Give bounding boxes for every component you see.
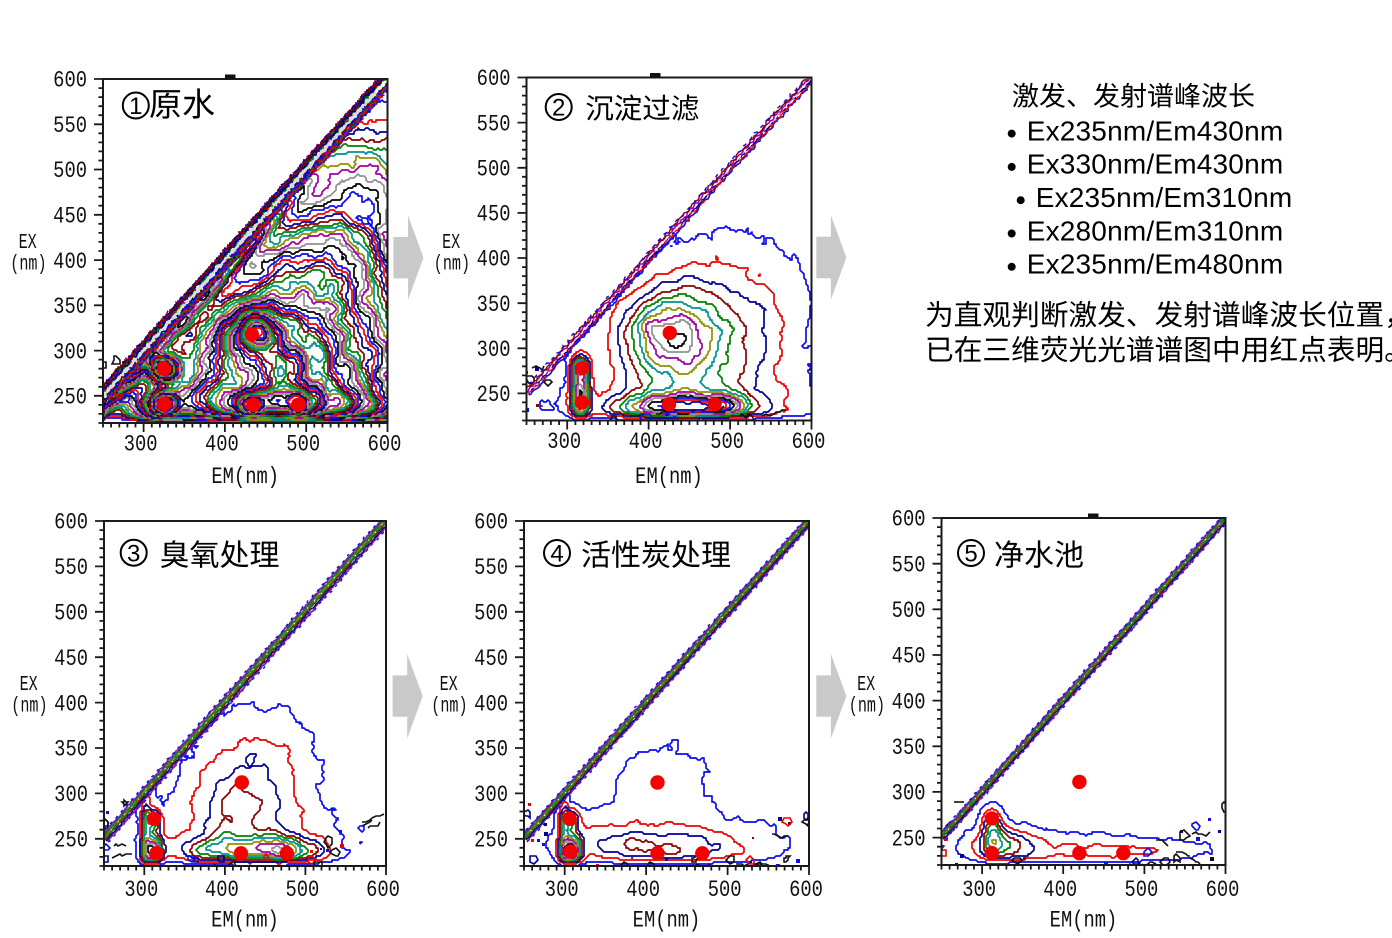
svg-text:400: 400 bbox=[626, 877, 660, 904]
svg-text:(nm): (nm) bbox=[431, 695, 467, 718]
svg-text:300: 300 bbox=[547, 429, 581, 456]
svg-text:500: 500 bbox=[708, 877, 742, 904]
svg-text:300: 300 bbox=[545, 877, 579, 904]
svg-text:450: 450 bbox=[474, 646, 508, 673]
svg-text:400: 400 bbox=[53, 249, 87, 276]
svg-text:600: 600 bbox=[477, 66, 511, 93]
svg-text:400: 400 bbox=[205, 432, 239, 459]
svg-text:1: 1 bbox=[129, 93, 142, 120]
svg-text:400: 400 bbox=[477, 247, 511, 274]
svg-text:EM(nm): EM(nm) bbox=[211, 908, 279, 935]
svg-text:250: 250 bbox=[892, 827, 926, 854]
svg-text:450: 450 bbox=[54, 646, 88, 673]
svg-text:4: 4 bbox=[550, 541, 563, 568]
svg-text:500: 500 bbox=[286, 432, 320, 459]
svg-text:EM(nm): EM(nm) bbox=[211, 464, 279, 491]
svg-text:(nm): (nm) bbox=[11, 695, 47, 718]
svg-text:550: 550 bbox=[477, 112, 511, 139]
svg-text:600: 600 bbox=[789, 877, 823, 904]
svg-text:400: 400 bbox=[205, 877, 239, 904]
svg-text:450: 450 bbox=[477, 202, 511, 229]
svg-text:300: 300 bbox=[124, 432, 158, 459]
svg-text:600: 600 bbox=[792, 429, 826, 456]
svg-text:(nm): (nm) bbox=[434, 253, 470, 276]
svg-text:600: 600 bbox=[53, 68, 87, 95]
svg-text:EX: EX bbox=[20, 674, 38, 697]
svg-text:600: 600 bbox=[368, 432, 402, 459]
svg-text:300: 300 bbox=[124, 877, 158, 904]
svg-text:(nm): (nm) bbox=[10, 253, 46, 276]
svg-text:EX: EX bbox=[440, 674, 458, 697]
svg-text:Ex235nm/Em310nm: Ex235nm/Em310nm bbox=[1036, 182, 1293, 213]
svg-text:250: 250 bbox=[53, 385, 87, 412]
svg-text:2: 2 bbox=[552, 95, 565, 122]
svg-text:EM(nm): EM(nm) bbox=[1050, 908, 1118, 935]
svg-text:300: 300 bbox=[477, 337, 511, 364]
svg-text:250: 250 bbox=[474, 828, 508, 855]
svg-text:300: 300 bbox=[474, 782, 508, 809]
svg-text:Ex235nm/Em480nm: Ex235nm/Em480nm bbox=[1027, 249, 1284, 280]
svg-text:EM(nm): EM(nm) bbox=[633, 908, 701, 935]
svg-text:250: 250 bbox=[477, 382, 511, 409]
svg-text:Ex280nm/Em310nm: Ex280nm/Em310nm bbox=[1027, 215, 1284, 246]
svg-text:400: 400 bbox=[1043, 877, 1077, 904]
svg-text:300: 300 bbox=[962, 877, 996, 904]
svg-text:400: 400 bbox=[892, 690, 926, 717]
svg-text:550: 550 bbox=[474, 555, 508, 582]
svg-text:300: 300 bbox=[54, 782, 88, 809]
svg-text:500: 500 bbox=[53, 158, 87, 185]
svg-text:450: 450 bbox=[892, 644, 926, 671]
svg-text:500: 500 bbox=[285, 877, 319, 904]
svg-text:350: 350 bbox=[474, 737, 508, 764]
svg-text:350: 350 bbox=[54, 737, 88, 764]
svg-text:550: 550 bbox=[53, 113, 87, 140]
svg-text:600: 600 bbox=[54, 510, 88, 537]
svg-text:500: 500 bbox=[54, 601, 88, 628]
svg-text:550: 550 bbox=[892, 553, 926, 580]
svg-text:Ex330nm/Em430nm: Ex330nm/Em430nm bbox=[1027, 149, 1284, 180]
svg-text:250: 250 bbox=[54, 828, 88, 855]
svg-text:5: 5 bbox=[964, 541, 977, 568]
svg-text:EX: EX bbox=[442, 232, 460, 255]
svg-text:400: 400 bbox=[629, 429, 663, 456]
svg-text:EM(nm): EM(nm) bbox=[635, 464, 703, 491]
svg-text:500: 500 bbox=[892, 598, 926, 625]
svg-text:400: 400 bbox=[54, 692, 88, 719]
svg-text:EX: EX bbox=[857, 674, 875, 697]
svg-text:350: 350 bbox=[477, 292, 511, 319]
svg-text:500: 500 bbox=[477, 157, 511, 184]
svg-text:600: 600 bbox=[474, 510, 508, 537]
svg-text:500: 500 bbox=[710, 429, 744, 456]
svg-text:600: 600 bbox=[366, 877, 400, 904]
svg-text:400: 400 bbox=[474, 692, 508, 719]
svg-text:600: 600 bbox=[1206, 877, 1240, 904]
svg-text:500: 500 bbox=[1124, 877, 1158, 904]
svg-text:350: 350 bbox=[53, 294, 87, 321]
svg-text:350: 350 bbox=[892, 735, 926, 762]
svg-text:(nm): (nm) bbox=[849, 695, 885, 718]
svg-text:600: 600 bbox=[892, 507, 926, 534]
svg-text:550: 550 bbox=[54, 555, 88, 582]
svg-text:Ex235nm/Em430nm: Ex235nm/Em430nm bbox=[1027, 115, 1284, 146]
svg-text:450: 450 bbox=[53, 204, 87, 231]
svg-text:300: 300 bbox=[892, 781, 926, 808]
svg-text:300: 300 bbox=[53, 340, 87, 367]
svg-text:EX: EX bbox=[19, 232, 37, 255]
svg-text:500: 500 bbox=[474, 601, 508, 628]
svg-text:3: 3 bbox=[127, 540, 140, 567]
